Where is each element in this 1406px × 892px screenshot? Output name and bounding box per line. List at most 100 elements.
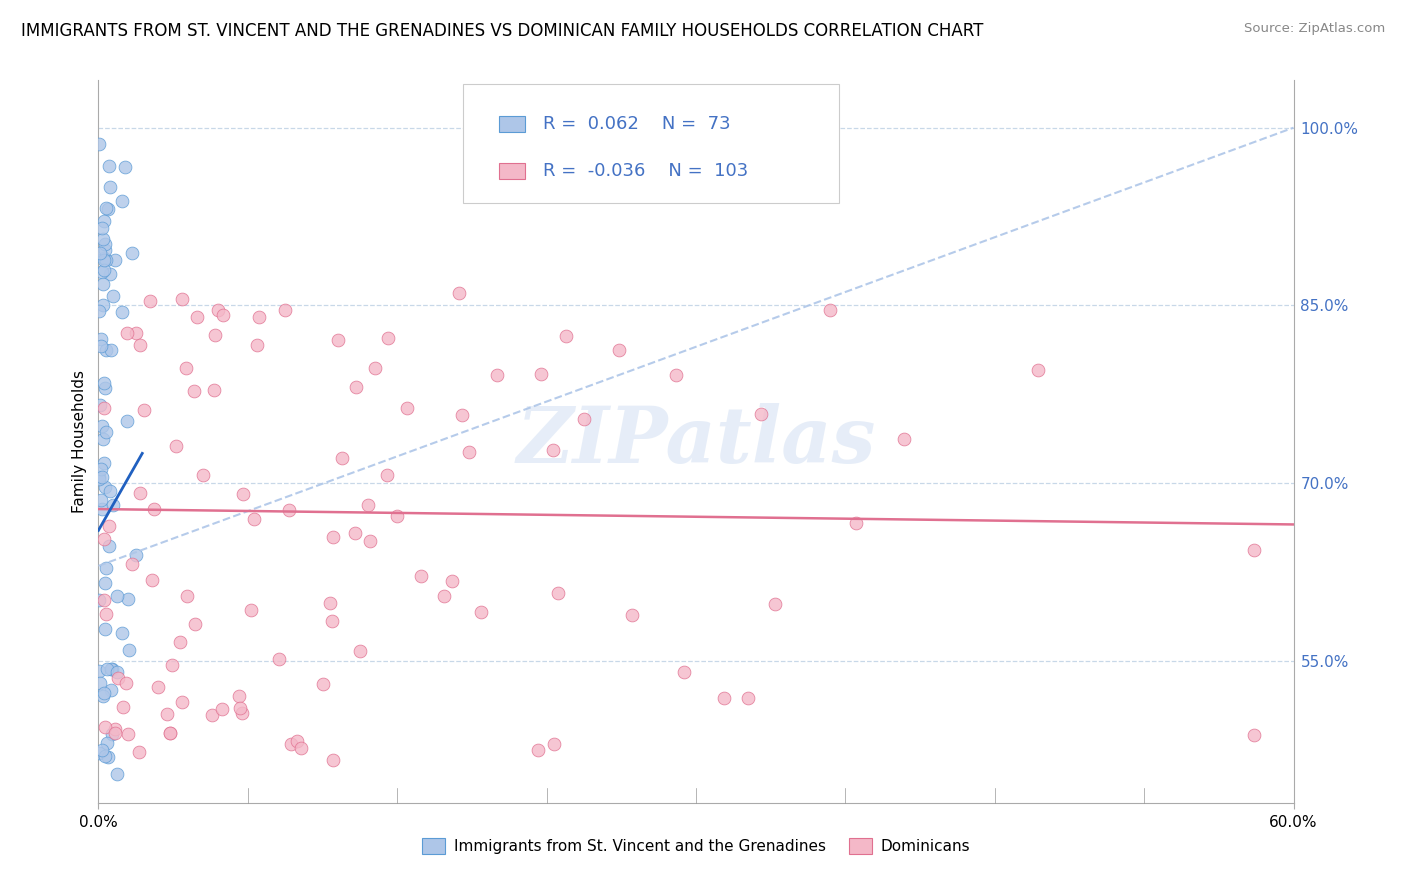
Point <box>409 569 432 583</box>
Point <box>100 662 122 676</box>
Point <box>274 302 297 317</box>
Point <box>128 338 150 352</box>
Point <box>172 695 194 709</box>
Point <box>247 310 270 325</box>
Point <box>441 574 464 589</box>
Point <box>156 707 179 722</box>
Point <box>101 727 124 741</box>
Point <box>139 294 162 309</box>
Point <box>115 326 138 341</box>
Point <box>377 331 399 345</box>
Point <box>321 614 343 628</box>
Legend: Immigrants from St. Vincent and the Grenadines, Dominicans: Immigrants from St. Vincent and the Gren… <box>416 832 976 860</box>
Point <box>1243 543 1265 558</box>
Point <box>349 643 371 657</box>
Point <box>89 136 111 151</box>
Point <box>97 202 120 216</box>
Point <box>132 403 155 417</box>
Point <box>90 265 112 279</box>
Point <box>94 576 117 591</box>
Text: IMMIGRANTS FROM ST. VINCENT AND THE GRENADINES VS DOMINICAN FAMILY HOUSEHOLDS CO: IMMIGRANTS FROM ST. VINCENT AND THE GREN… <box>21 22 983 40</box>
Point <box>93 252 115 267</box>
Point <box>93 622 115 636</box>
Point <box>90 501 112 516</box>
Point <box>326 333 349 347</box>
Point <box>232 486 254 500</box>
Point <box>344 380 367 394</box>
Point <box>541 442 564 457</box>
Point <box>231 706 253 721</box>
Point <box>470 605 492 619</box>
Point <box>91 221 114 235</box>
Point <box>165 439 187 453</box>
Point <box>98 159 121 173</box>
Point <box>763 597 786 611</box>
Point <box>554 329 576 343</box>
Point <box>159 726 181 740</box>
Point <box>94 381 117 395</box>
Point <box>96 736 118 750</box>
Point <box>239 603 262 617</box>
Point <box>191 468 214 483</box>
Point <box>485 368 508 383</box>
Point <box>100 343 122 357</box>
Point <box>530 367 553 381</box>
Point <box>101 499 124 513</box>
Point <box>100 682 122 697</box>
Point <box>148 680 170 694</box>
Point <box>94 237 117 252</box>
Point <box>737 691 759 706</box>
Point <box>90 333 112 347</box>
Point <box>93 401 115 416</box>
Point <box>128 746 150 760</box>
Point <box>322 530 344 544</box>
Point <box>118 643 141 657</box>
Point <box>117 591 139 606</box>
Point <box>101 662 124 676</box>
Point <box>117 414 139 428</box>
Point <box>89 665 111 679</box>
Point <box>818 303 841 318</box>
Point <box>91 432 114 446</box>
Point <box>91 743 114 757</box>
Point <box>176 589 198 603</box>
Point <box>94 425 117 439</box>
Point <box>97 750 120 764</box>
Point <box>93 686 115 700</box>
Point <box>458 444 481 458</box>
Point <box>267 652 290 666</box>
Point <box>117 727 139 741</box>
Point <box>105 589 128 603</box>
Point <box>112 700 135 714</box>
Point <box>103 289 125 303</box>
Point <box>90 462 112 476</box>
Point <box>98 268 121 282</box>
FancyBboxPatch shape <box>499 163 524 179</box>
Point <box>330 450 353 465</box>
Point <box>201 707 224 722</box>
Point <box>621 608 644 623</box>
Point <box>278 503 301 517</box>
Point <box>359 533 381 548</box>
Point <box>212 308 235 322</box>
Point <box>450 409 472 423</box>
Point <box>204 327 226 342</box>
Text: R =  -0.036    N =  103: R = -0.036 N = 103 <box>543 162 748 180</box>
FancyBboxPatch shape <box>463 84 839 203</box>
Point <box>141 573 163 587</box>
Point <box>89 245 111 260</box>
Point <box>93 456 115 470</box>
Point <box>433 589 456 603</box>
Point <box>89 676 111 690</box>
Point <box>104 722 127 736</box>
Point <box>396 401 419 415</box>
Point <box>89 398 111 412</box>
Point <box>160 657 183 672</box>
Point <box>664 368 686 383</box>
Point <box>174 361 197 376</box>
Point <box>90 493 112 508</box>
Point <box>844 516 866 530</box>
Point <box>104 253 127 268</box>
FancyBboxPatch shape <box>499 117 524 132</box>
Point <box>96 607 118 622</box>
